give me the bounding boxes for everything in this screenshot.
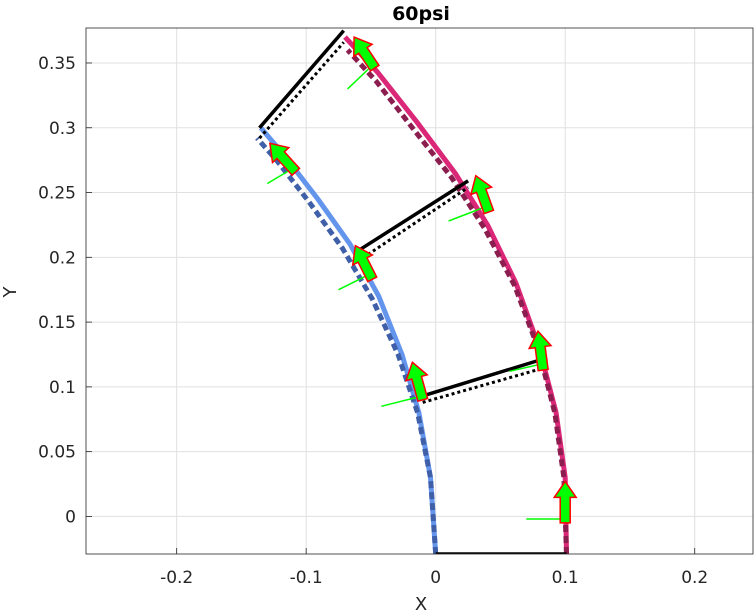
link-line-dotted (258, 41, 345, 140)
x-tick-label: 0.1 (552, 568, 579, 588)
link-line-solid (422, 359, 538, 398)
force-arrow (269, 142, 301, 177)
y-tick-label: 0.05 (38, 443, 76, 463)
link-line-solid (357, 179, 470, 253)
y-tick-label: 0.1 (49, 378, 76, 398)
force-arrow (353, 35, 381, 72)
grid (86, 28, 753, 554)
plot-content (255, 29, 578, 554)
force-arrow (404, 361, 429, 403)
x-tick-label: -0.2 (160, 568, 193, 588)
series-inner-arc-dashed (255, 136, 439, 554)
link-line-dotted (357, 186, 469, 263)
x-tick-label: 0 (430, 568, 441, 588)
axes-box (85, 27, 754, 555)
x-axis-label: X (415, 594, 427, 614)
y-tick-label: 0.3 (49, 119, 76, 139)
chart-title: 60psi (392, 3, 450, 25)
y-tick-label: 0.25 (38, 184, 76, 204)
x-tick-label: -0.1 (290, 568, 323, 588)
force-line (381, 395, 423, 408)
link-line-dotted (422, 368, 538, 404)
plot-area (255, 29, 578, 554)
y-tick-label: 0.15 (38, 313, 76, 333)
force-arrow (527, 329, 553, 372)
link-line-solid (258, 29, 346, 129)
force-arrow (469, 174, 495, 215)
x-tick-label: 0.2 (681, 568, 708, 588)
y-axis-label: Y (0, 286, 21, 299)
series-inner-arc-solid (258, 126, 439, 554)
force-arrow (351, 244, 378, 283)
force-arrow (552, 480, 578, 524)
axis-ticks: -0.2 -0.1 0 0.1 0.2 0 0.05 0.1 0.15 0.2 0.25 0.3 0.3… (38, 54, 708, 588)
series-outer-arc-solid (343, 35, 569, 554)
y-tick-label: 0 (65, 507, 76, 527)
y-tick-label: 0.2 (49, 248, 76, 268)
y-tick-label: 0.35 (38, 54, 76, 74)
